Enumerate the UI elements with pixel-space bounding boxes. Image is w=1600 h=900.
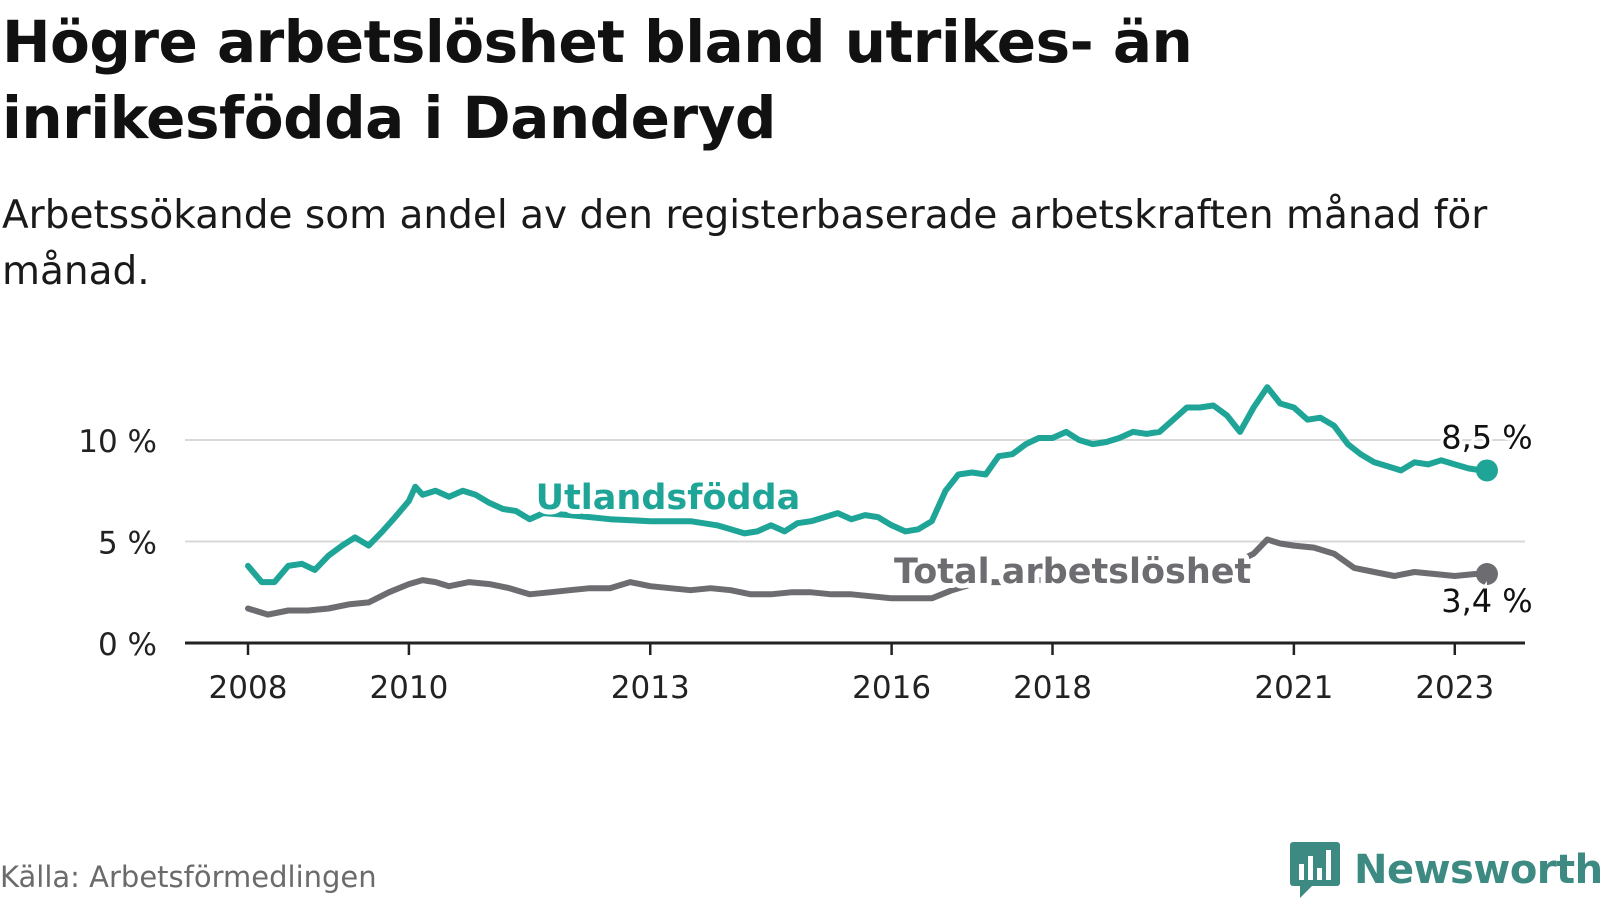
axes: 0 % 5 % 10 % 2008 2010 2013 2016 2018 2021 2023 <box>78 424 1525 706</box>
x-tick-label: 2008 <box>209 670 288 706</box>
series-name-label: Total arbetslöshet <box>894 552 1251 592</box>
x-tick-label: 2013 <box>611 670 690 706</box>
gridlines <box>185 439 1525 543</box>
series-name-label: Utlandsfödda <box>536 478 801 518</box>
brand-name: Newsworthy <box>1354 847 1600 893</box>
y-tick-label: 5 % <box>98 526 157 562</box>
series-end-label: 3,4 % <box>1441 582 1532 620</box>
x-tick-label: 2023 <box>1415 670 1494 706</box>
x-tick-label: 2010 <box>369 670 448 706</box>
x-tick-label: 2018 <box>1013 670 1092 706</box>
newsworthy-logo-icon <box>1290 842 1340 898</box>
series-end-dot <box>1475 562 1498 585</box>
x-tick-label: 2021 <box>1254 670 1333 706</box>
series-line-utlandsfodda <box>245 384 1490 586</box>
series <box>245 384 1498 618</box>
chart-title: Högre arbetslöshet bland utrikes- än inr… <box>2 8 1193 152</box>
series-end-label: 8,5 % <box>1441 418 1532 456</box>
x-tick-label: 2016 <box>852 670 931 706</box>
chart-subtitle: Arbetssökande som andel av den registerb… <box>2 193 1488 294</box>
y-tick-label: 10 % <box>78 424 157 460</box>
series-end-dot <box>1475 459 1498 482</box>
newsworthy-logo: Newsworthy <box>1290 842 1600 898</box>
series-line-total <box>245 536 1490 618</box>
y-tick-label: 0 % <box>98 627 157 663</box>
labels: 8,5 % 3,4 % Utlandsfödda Total arbetslöshet <box>531 415 1536 623</box>
source-credit: Källa: Arbetsförmedlingen <box>0 860 377 894</box>
